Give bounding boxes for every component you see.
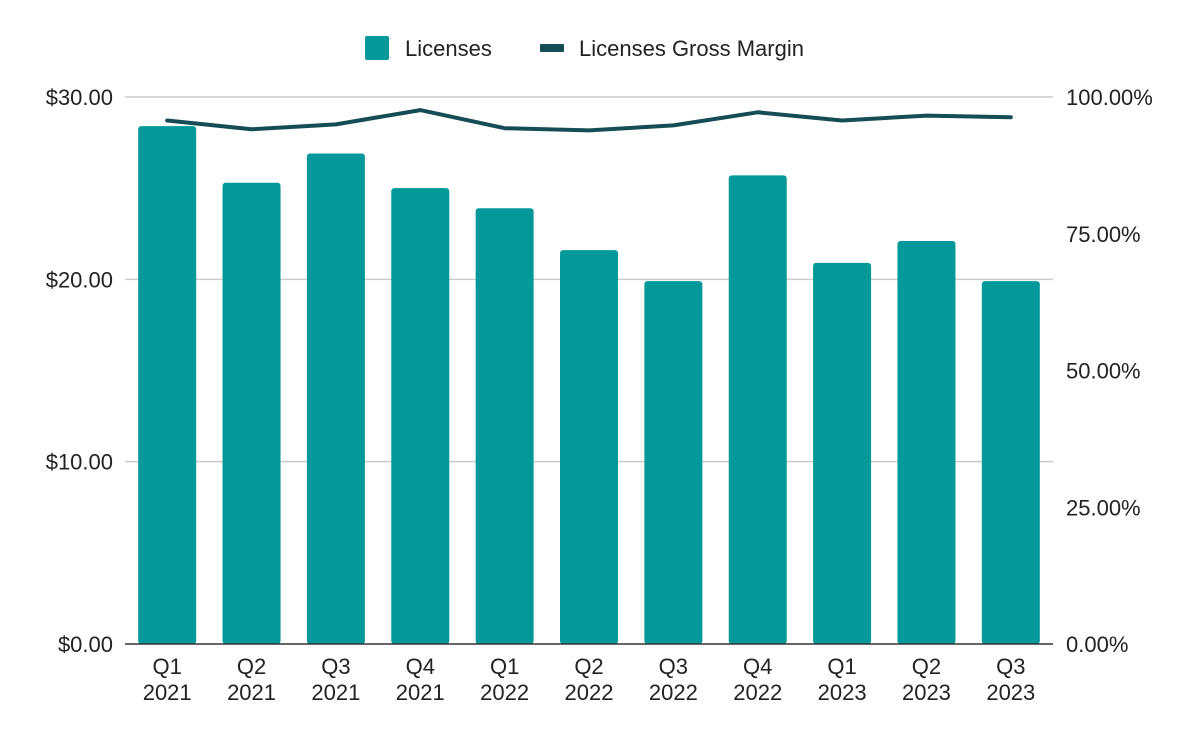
bar [981,281,1040,644]
line-series-licenses-gross-margin [165,108,1013,133]
y-right-tick-label: 25.00% [1066,495,1141,520]
x-tick-label: Q2 2021 [227,654,276,705]
bar [391,188,450,644]
x-tick-label: Q2 2023 [902,654,951,705]
x-tick-label: Q2 2022 [565,654,614,705]
x-tick-label: Q4 2021 [396,654,445,705]
legend-swatch-gross-margin [540,44,564,52]
x-tick-label: Q1 2023 [818,654,867,705]
legend-swatch-licenses [365,36,389,60]
x-tick-label: Q3 2022 [649,654,698,705]
y-right-tick-label: 100.00% [1066,85,1153,110]
bar [306,153,365,645]
axes: $0.00 $10.00 $20.00 $30.00 0.00% 25.00% 50.00%… [46,85,1153,705]
bar [138,126,197,644]
y-left-tick-label: $30.00 [46,85,113,110]
legend-label-licenses: Licenses [405,36,492,61]
y-right-tick-label: 75.00% [1066,222,1141,247]
x-tick-label: Q1 2021 [143,654,192,705]
bar [897,241,956,644]
bar-series-licenses [138,126,1040,645]
x-tick-label: Q1 2022 [480,654,529,705]
y-right-tick-label: 50.00% [1066,359,1141,384]
bar [222,182,281,645]
series-line [165,108,1013,133]
legend: Licenses Licenses Gross Margin [365,36,804,61]
bar [813,262,872,644]
bar [475,208,534,644]
bar [644,281,703,644]
y-left-tick-label: $20.00 [46,267,113,292]
y-left-tick-label: $0.00 [58,632,113,657]
legend-label-gross-margin: Licenses Gross Margin [579,36,804,61]
bar [560,250,618,644]
x-tick-label: Q3 2023 [986,654,1035,705]
bar [728,175,787,645]
y-left-tick-label: $10.00 [46,450,113,475]
x-tick-label: Q3 2021 [311,654,360,705]
x-tick-label: Q4 2022 [733,654,782,705]
y-right-tick-label: 0.00% [1066,632,1128,657]
